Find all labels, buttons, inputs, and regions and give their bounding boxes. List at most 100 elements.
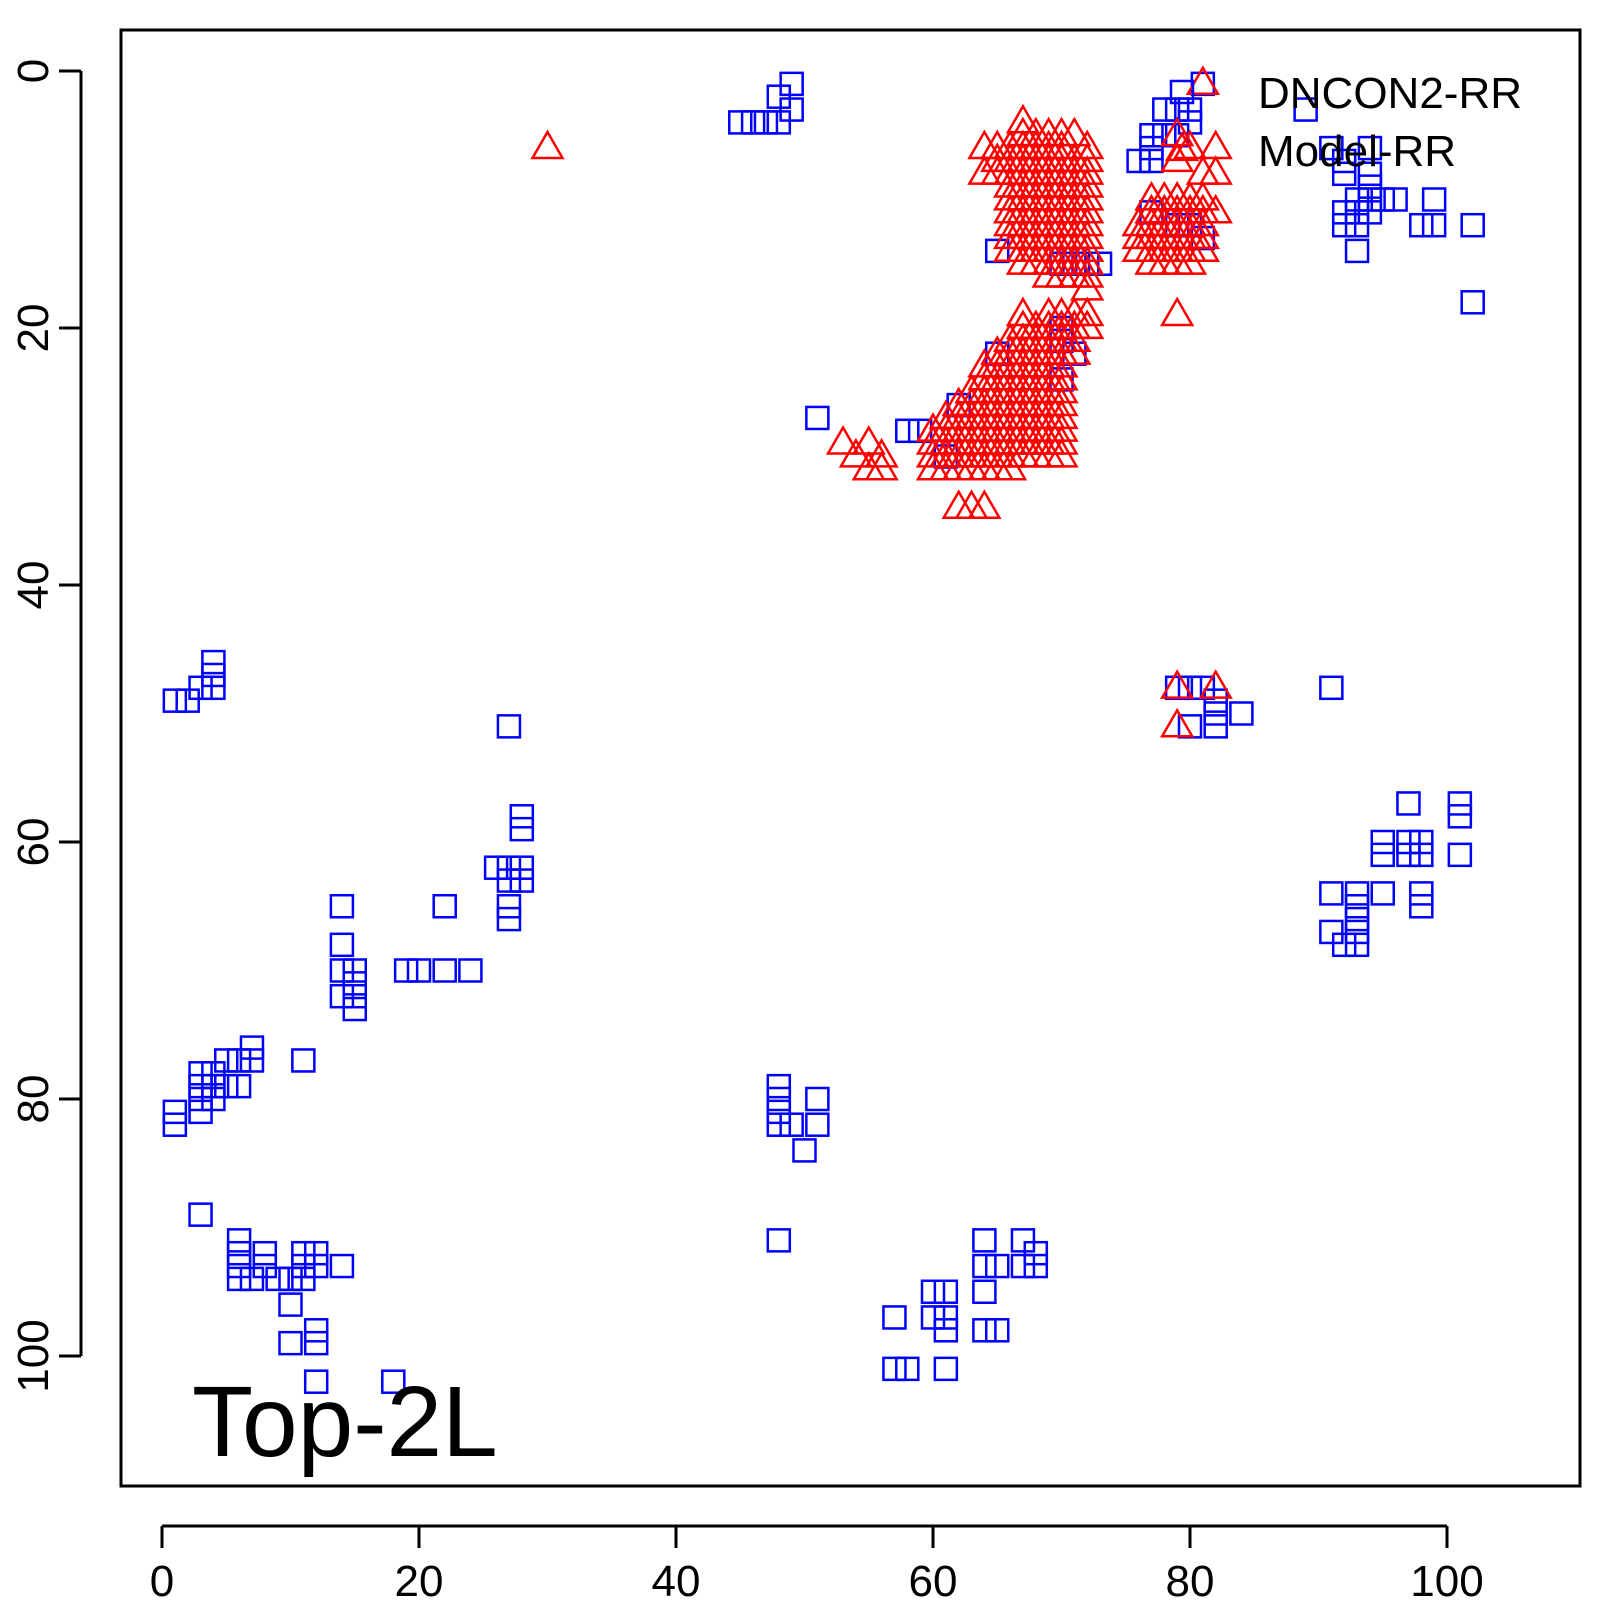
dncon2-rr-point <box>1357 187 1383 212</box>
dncon2-rr-point <box>188 1073 213 1099</box>
model-rr-point <box>864 437 899 468</box>
dncon2-rr-point <box>1203 688 1228 713</box>
dncon2-rr-point <box>1344 881 1370 906</box>
x-tick-label: 100 <box>1410 1557 1483 1600</box>
dncon2-rr-point <box>792 1138 817 1163</box>
model-rr-point <box>1198 669 1233 699</box>
dncon2-rr-point <box>342 958 367 983</box>
dncon2-rr-point <box>1409 842 1434 868</box>
dncon2-rr-point <box>1370 829 1395 855</box>
model-rr-point <box>1159 707 1195 738</box>
x-axis: 0 20 40 60 80 100 <box>150 1524 1484 1600</box>
dncon2-rr-point <box>1421 212 1447 238</box>
dncon2-rr-point <box>432 894 457 919</box>
dncon2-rr-point <box>779 71 804 97</box>
dncon2-rr-point <box>329 932 355 958</box>
dncon2-rr-point <box>920 1279 946 1304</box>
dncon2-rr-point <box>342 983 367 1009</box>
dncon2-rr-point <box>458 958 483 983</box>
dncon2-rr-point <box>933 1305 959 1330</box>
x-tick-label: 20 <box>395 1557 444 1600</box>
dncon2-rr-point <box>1344 894 1370 919</box>
dncon2-rr-point <box>226 1253 252 1279</box>
dncon2-rr-point <box>766 1112 792 1137</box>
model-rr-point <box>530 129 565 160</box>
dncon2-rr-point <box>1010 1253 1036 1279</box>
dncon2-rr-point <box>1344 906 1370 932</box>
dncon2-rr-point <box>175 688 200 713</box>
dncon2-rr-point <box>252 1253 278 1279</box>
dncon2-rr-point <box>1293 97 1318 122</box>
model-rr-point <box>1159 296 1195 327</box>
dncon2-rr-point <box>1344 238 1370 264</box>
dncon2-rr-point <box>1396 842 1421 868</box>
dncon2-rr-point <box>1370 187 1395 212</box>
model-rr-point <box>992 450 1028 481</box>
dncon2-rr-point <box>1139 135 1164 161</box>
dncon2-rr-point <box>933 1356 959 1382</box>
model-rr-point <box>1159 142 1195 173</box>
dncon2-rr-point <box>303 1253 329 1279</box>
dncon2-rr-point <box>1126 148 1151 174</box>
dncon2-rr-point <box>1023 1253 1049 1279</box>
dncon2-rr-point <box>226 1073 252 1099</box>
model-rr-point <box>1057 322 1092 352</box>
dncon2-rr-point <box>1357 135 1383 161</box>
dncon2-rr-point <box>1357 161 1383 187</box>
legend-symbol-model-rr <box>1164 131 1200 162</box>
dncon2-rr-point <box>496 868 522 893</box>
dncon2-rr-point <box>766 1099 792 1125</box>
dncon2-rr-point <box>1370 842 1395 868</box>
model-rr-point <box>1198 155 1233 185</box>
dncon2-rr-point <box>303 1318 329 1343</box>
dncon2-rr-point <box>188 1061 213 1086</box>
dncon2-rr-point <box>188 1202 213 1227</box>
dncon2-rr-point <box>1139 148 1164 174</box>
dncon2-rr-point <box>1421 187 1447 212</box>
dncon2-rr-point <box>1319 881 1344 906</box>
dncon2-rr-point <box>920 1305 946 1330</box>
dncon2-rr-point <box>1344 200 1370 225</box>
dncon2-rr-point <box>779 1112 804 1137</box>
dncon2-rr-point <box>291 1266 316 1292</box>
dncon2-rr-point <box>1331 148 1357 174</box>
dncon2-rr-point <box>1319 135 1344 161</box>
dncon2-rr-point <box>1190 71 1216 97</box>
dncon2-rr-point <box>1319 919 1344 945</box>
dncon2-rr-point <box>766 1086 792 1112</box>
y-tick-label: 80 <box>9 1075 58 1124</box>
dncon2-rr-point <box>342 996 367 1022</box>
dncon2-rr-point <box>1460 212 1485 238</box>
dncon2-rr-point <box>1177 97 1203 122</box>
dncon2-rr-point <box>226 1228 252 1253</box>
dncon2-rr-point <box>188 675 213 701</box>
y-tick-label: 20 <box>9 304 58 353</box>
dncon2-rr-point <box>278 1292 303 1317</box>
dncon2-rr-point <box>805 1112 830 1137</box>
model-rr-point <box>1044 437 1079 468</box>
dncon2-rr-point <box>766 84 792 109</box>
dncon2-rr-point <box>1023 1240 1049 1266</box>
dncon2-rr-point <box>329 1253 355 1279</box>
dncon2-rr-point <box>1010 1228 1036 1253</box>
dncon2-rr-point <box>766 1073 792 1099</box>
dncon2-rr-point <box>496 855 522 880</box>
dncon2-rr-point <box>188 1099 213 1125</box>
dncon2-rr-point <box>805 405 830 431</box>
dncon2-rr-point <box>1396 791 1421 816</box>
dncon2-rr-point <box>1344 932 1370 958</box>
dncon2-rr-point <box>972 1318 997 1343</box>
dncon2-rr-point <box>728 110 753 135</box>
dncon2-rr-point <box>201 1073 226 1099</box>
dncon2-rr-point <box>1357 200 1383 225</box>
dncon2-rr-point <box>329 958 355 983</box>
dncon2-rr-point <box>342 971 367 996</box>
dncon2-rr-point <box>201 649 226 675</box>
series-model-rr <box>530 65 1233 738</box>
dncon2-rr-point <box>1319 675 1344 701</box>
model-rr-point <box>1172 129 1208 160</box>
model-rr-point <box>967 489 1002 520</box>
dncon2-rr-point <box>303 1330 329 1356</box>
dncon2-rr-point <box>1203 701 1228 726</box>
dncon2-rr-point <box>882 1305 907 1330</box>
